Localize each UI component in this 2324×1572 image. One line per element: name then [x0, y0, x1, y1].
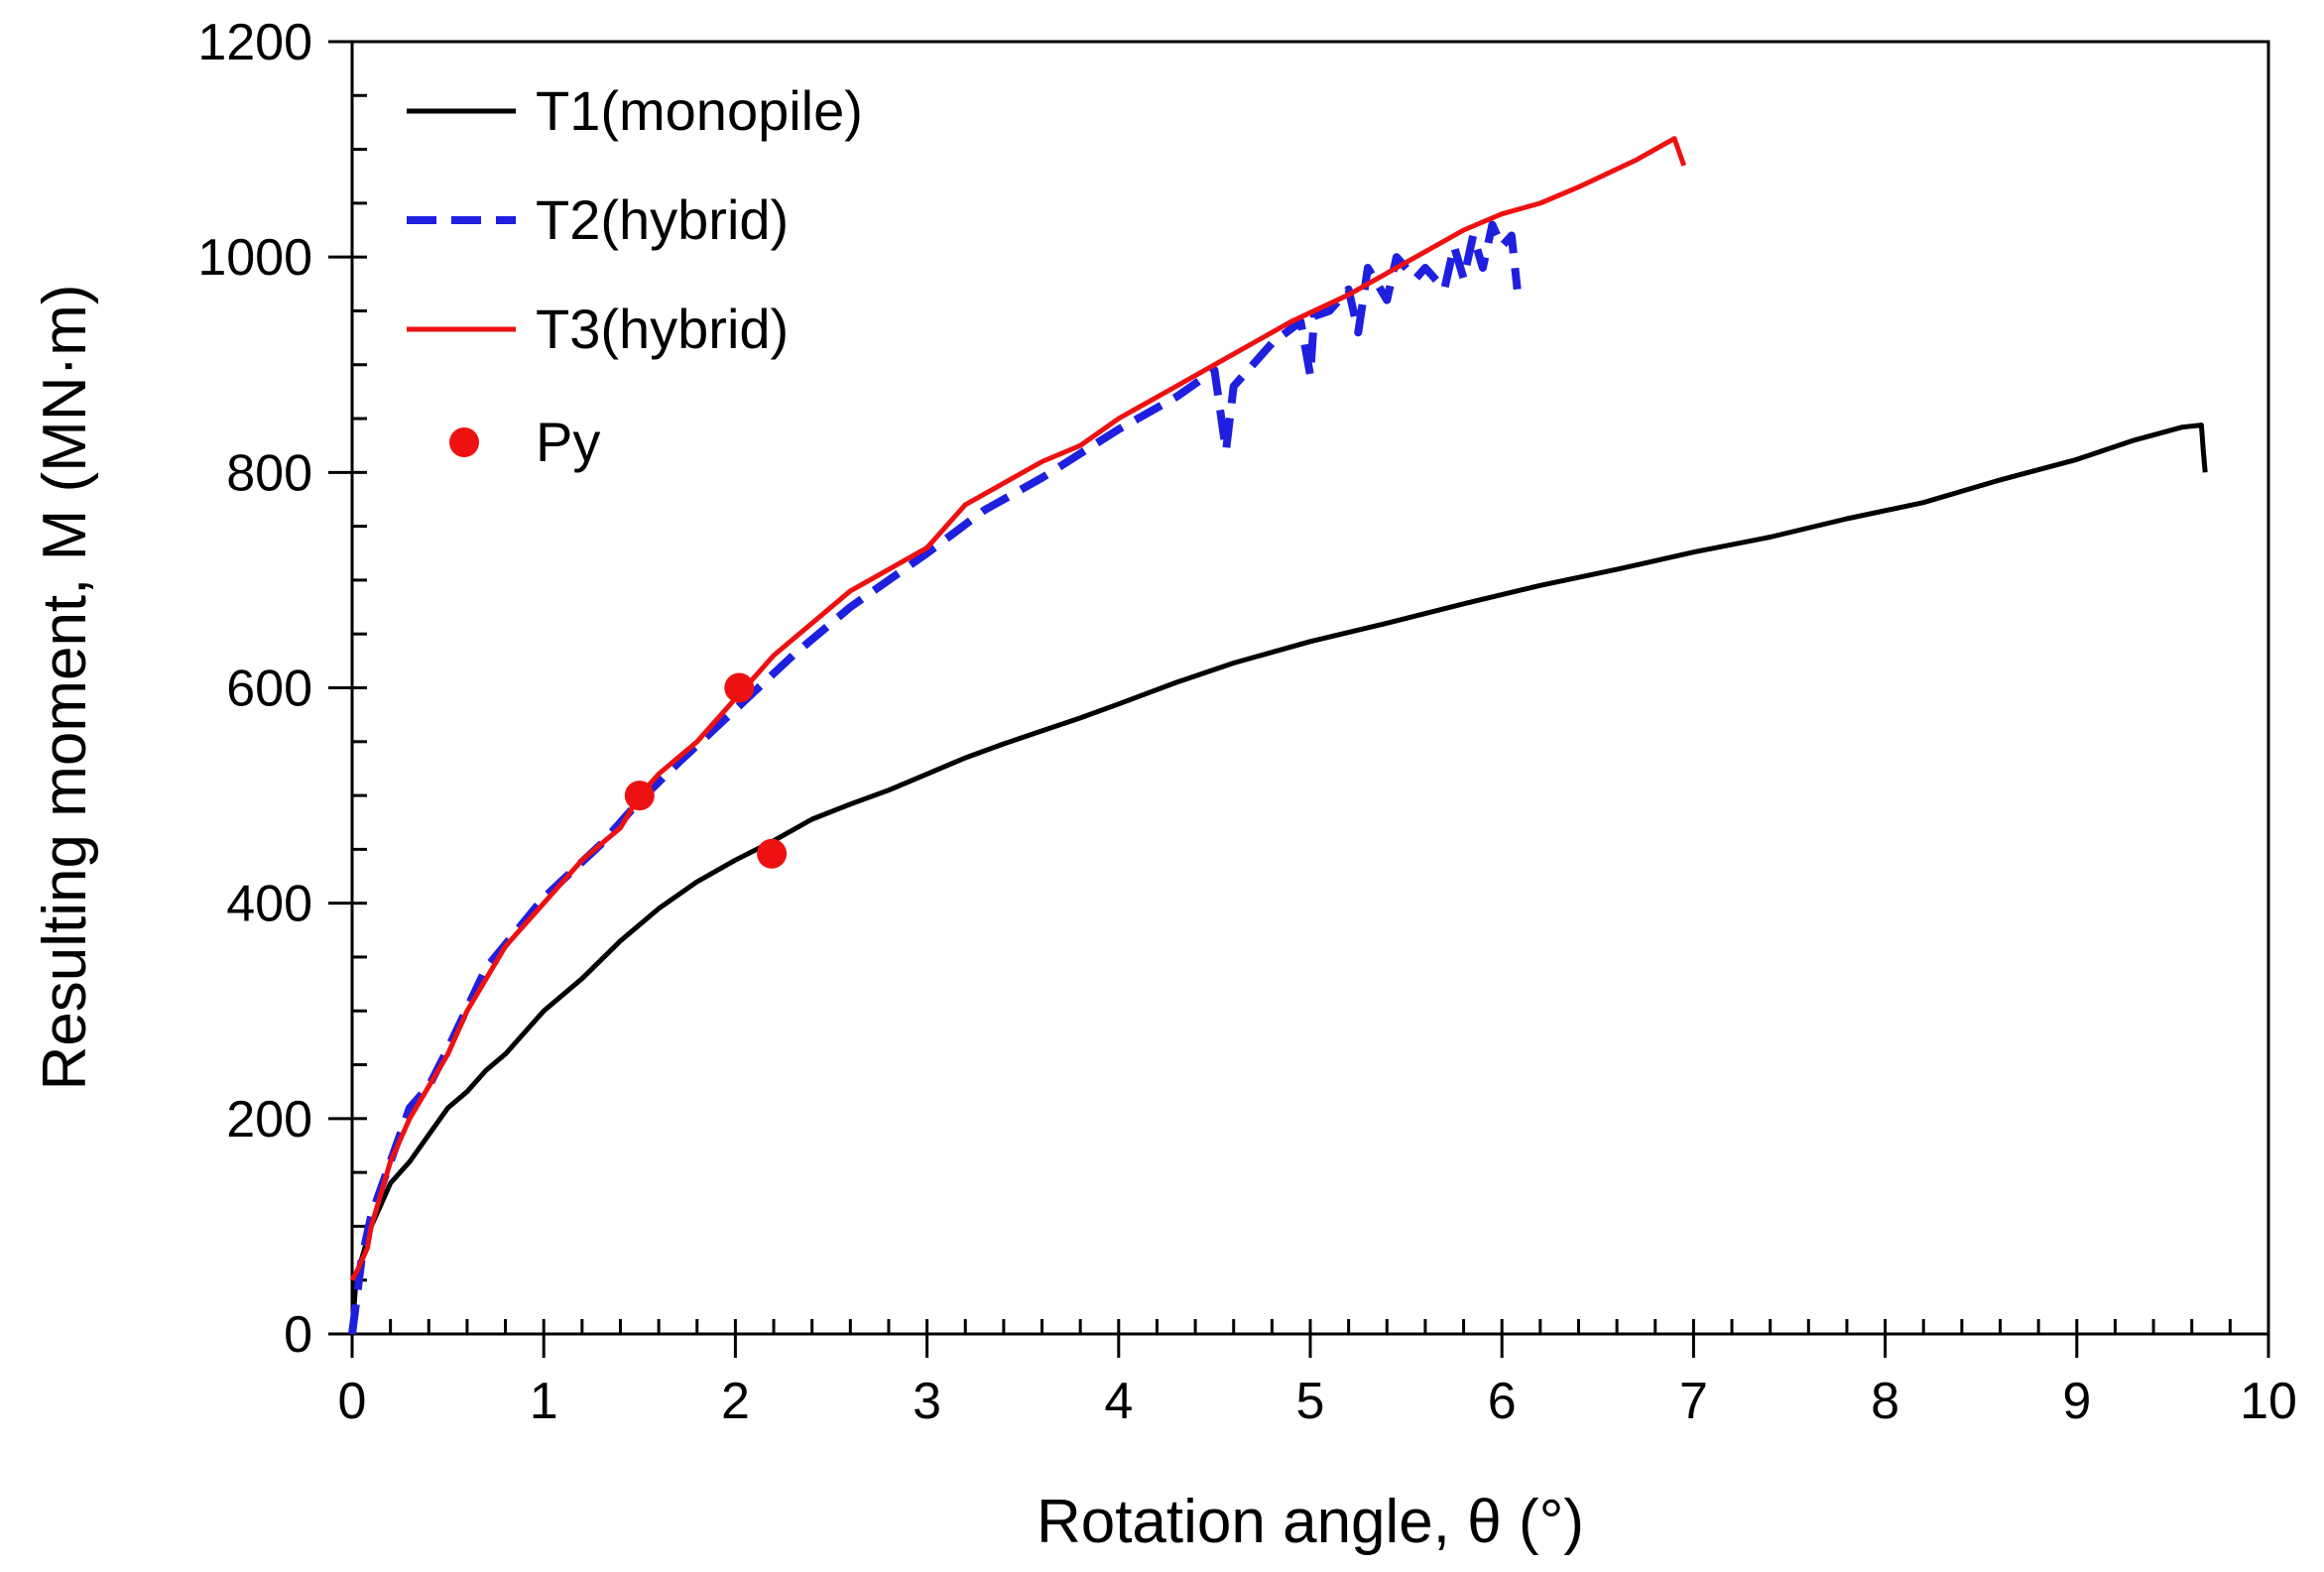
- legend: T1(monopile) T2(hybrid) T3(hybrid) Py: [407, 79, 863, 473]
- x-axis-title: Rotation angle, θ (°): [1037, 1488, 1584, 1556]
- y-tick-label: 800: [226, 444, 312, 502]
- y-axis-title: Resulting moment, M (MN·m): [31, 285, 99, 1091]
- y-tick-label: 600: [226, 661, 312, 718]
- py-marker-layer: [624, 672, 788, 869]
- x-tick-label: 0: [338, 1373, 367, 1430]
- x-tick-label: 8: [1871, 1373, 1899, 1430]
- x-tick-label: 3: [913, 1373, 941, 1430]
- y-tick-labels: 0 200 400 600 800 1000 1200: [197, 14, 312, 1364]
- y-major-ticks: [328, 40, 352, 1336]
- legend-label-t2-hybrid: T2(hybrid): [536, 188, 789, 251]
- y-tick-label: 200: [226, 1091, 312, 1149]
- py-marker: [757, 838, 788, 869]
- series-layer: [348, 136, 2208, 1335]
- legend-label-t1-monopile: T1(monopile): [536, 79, 863, 142]
- x-tick-label: 9: [2062, 1373, 2091, 1430]
- x-tick-labels: 0 1 2 3 4 5 6 7 8 9 10: [338, 1373, 2297, 1430]
- x-tick-label: 6: [1488, 1373, 1517, 1430]
- x-tick-label: 10: [2240, 1373, 2297, 1430]
- x-minor-ticks: [350, 1319, 2270, 1334]
- x-tick-label: 7: [1679, 1373, 1708, 1430]
- series-line-t2-hybrid: [348, 220, 1522, 1335]
- py-marker: [724, 672, 755, 703]
- x-tick-label: 5: [1296, 1373, 1325, 1430]
- series-line-t1-monopile: [349, 423, 2208, 1335]
- py-marker: [624, 781, 655, 811]
- x-tick-label: 4: [1104, 1373, 1133, 1430]
- x-tick-label: 1: [530, 1373, 558, 1430]
- legend-label-py: Py: [536, 411, 600, 473]
- legend-label-t3-hybrid: T3(hybrid): [536, 298, 789, 360]
- x-major-ticks: [350, 1334, 2270, 1358]
- y-tick-label: 1000: [197, 229, 312, 287]
- y-tick-label: 0: [284, 1306, 312, 1364]
- y-tick-label: 400: [226, 876, 312, 933]
- x-tick-label: 2: [721, 1373, 750, 1430]
- legend-marker-py: [449, 427, 479, 457]
- y-minor-ticks: [352, 40, 367, 1336]
- y-tick-label: 1200: [197, 14, 312, 71]
- series-line-t3-hybrid: [349, 136, 1687, 1281]
